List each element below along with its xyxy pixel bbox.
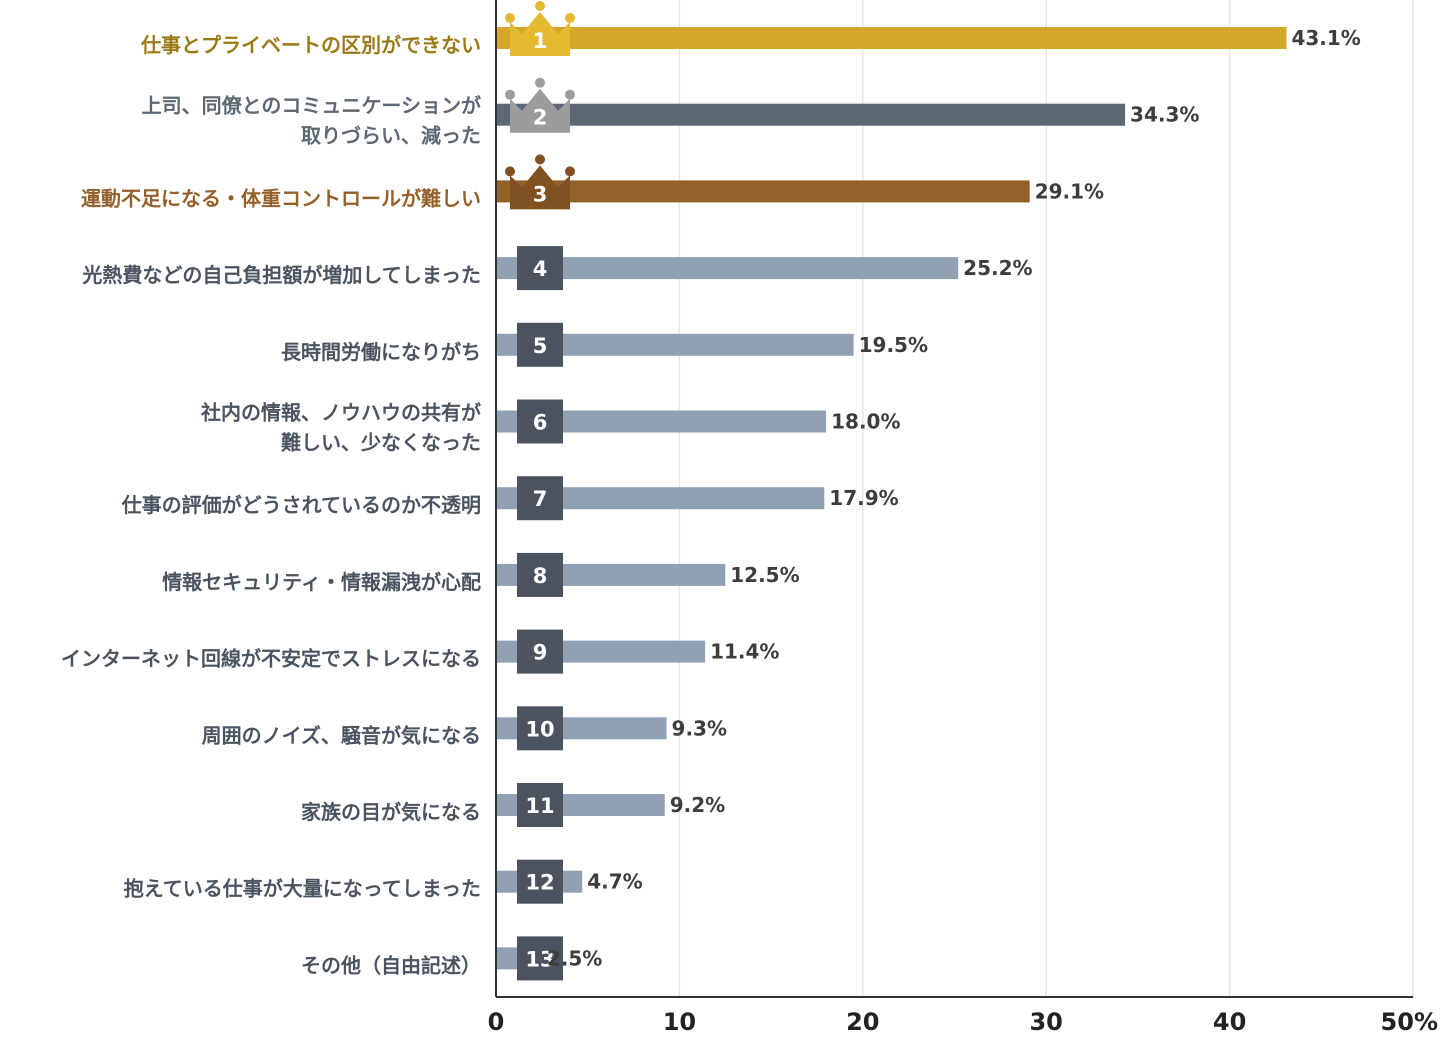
category-label: 抱えている仕事が大量になってしまった bbox=[124, 877, 481, 901]
rank-box bbox=[517, 706, 563, 751]
category-label: 長時間労働になりがち bbox=[281, 340, 481, 364]
x-tick-label: 0 bbox=[488, 1008, 505, 1036]
data-label: 18.0% bbox=[831, 410, 900, 434]
rank-number: 12 bbox=[525, 871, 554, 895]
rank-number: 11 bbox=[525, 794, 554, 818]
bar bbox=[497, 27, 1287, 49]
data-label: 9.3% bbox=[672, 716, 727, 740]
data-label: 11.4% bbox=[710, 640, 779, 664]
category-label: 仕事の評価がどうされているのか不透明 bbox=[121, 493, 481, 517]
crown-icon bbox=[505, 1, 575, 56]
x-tick-label: 30 bbox=[1029, 1008, 1062, 1036]
data-label: 4.7% bbox=[587, 870, 642, 894]
rank-box bbox=[517, 399, 563, 444]
rank-number: 3 bbox=[533, 182, 548, 206]
rank-box bbox=[517, 246, 563, 291]
category-label: 家族の目が気になる bbox=[301, 800, 481, 824]
bar bbox=[497, 257, 959, 280]
rank-crown: 3 bbox=[505, 154, 575, 210]
bar bbox=[497, 487, 825, 510]
rank-box bbox=[517, 783, 563, 827]
category-label: 運動不足になる・体重コントロールが難しい bbox=[81, 186, 481, 210]
data-label: 43.1% bbox=[1291, 26, 1360, 50]
rank-box bbox=[517, 859, 563, 904]
bar bbox=[497, 180, 1030, 203]
rank-crown: 2 bbox=[505, 77, 575, 133]
rank-box bbox=[517, 936, 563, 981]
data-label: 29.1% bbox=[1035, 179, 1104, 203]
data-label: 9.2% bbox=[670, 793, 725, 817]
data-label: 19.5% bbox=[859, 333, 928, 357]
x-tick-label: 50% bbox=[1381, 1008, 1438, 1036]
rank-number: 2 bbox=[533, 106, 548, 130]
category-label: 情報セキュリティ・情報漏洩が心配 bbox=[162, 570, 481, 594]
category-label: 周囲のノイズ、騒音が気になる bbox=[202, 723, 481, 747]
rank-number: 7 bbox=[533, 487, 548, 511]
data-label: 2.5% bbox=[547, 946, 602, 970]
bar bbox=[497, 333, 854, 356]
crown-icon bbox=[505, 154, 575, 210]
x-tick-label: 10 bbox=[663, 1008, 696, 1036]
rank-number: 1 bbox=[533, 29, 548, 53]
rank-number: 9 bbox=[533, 641, 548, 665]
x-tick-label: 40 bbox=[1213, 1008, 1246, 1036]
category-label: その他（自由記述） bbox=[301, 953, 481, 977]
data-label: 25.2% bbox=[963, 256, 1032, 280]
data-label: 12.5% bbox=[730, 563, 799, 587]
rank-box bbox=[517, 552, 563, 597]
rank-number: 4 bbox=[533, 257, 548, 281]
category-label: 社内の情報、ノウハウの共有が難しい、少なくなった bbox=[200, 401, 481, 455]
rank-number: 6 bbox=[533, 411, 548, 435]
rank-box bbox=[517, 629, 563, 674]
category-label: 光熱費などの自己負担額が増加してしまった bbox=[81, 263, 481, 287]
bar bbox=[497, 103, 1126, 126]
rank-number: 5 bbox=[533, 334, 548, 358]
category-label: インターネット回線が不安定でストレスになる bbox=[61, 647, 481, 671]
rank-crown: 1 bbox=[505, 1, 575, 56]
bar bbox=[497, 410, 827, 433]
crown-icon bbox=[505, 77, 575, 133]
data-label: 34.3% bbox=[1130, 103, 1199, 127]
rank-box bbox=[517, 476, 563, 521]
rank-number: 13 bbox=[525, 947, 554, 971]
category-label: 仕事とプライベートの区別ができない bbox=[140, 33, 481, 57]
rank-number: 10 bbox=[525, 717, 554, 741]
rank-number: 8 bbox=[533, 564, 548, 588]
rank-box bbox=[517, 322, 563, 367]
category-label: 上司、同僚とのコミュニケーションが取りづらい、減った bbox=[142, 94, 481, 148]
x-tick-label: 20 bbox=[846, 1008, 879, 1036]
data-label: 17.9% bbox=[829, 486, 898, 510]
